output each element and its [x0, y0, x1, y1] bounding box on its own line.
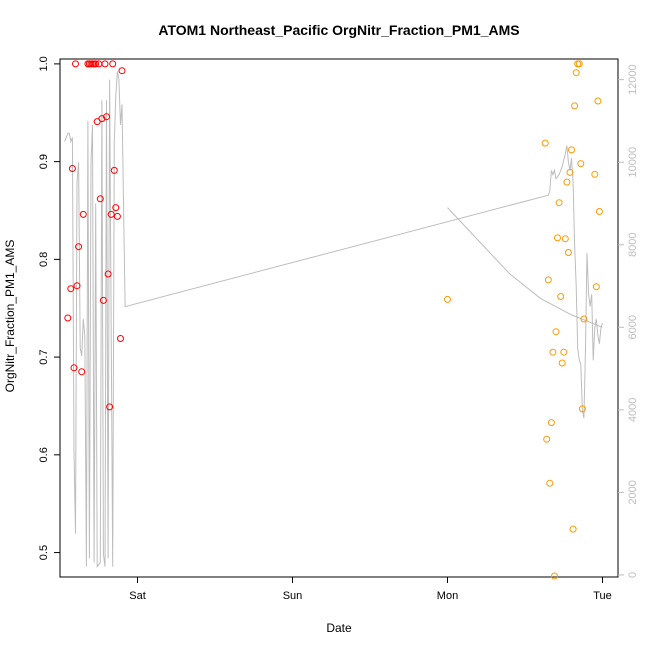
series-1-point-8 — [79, 210, 87, 218]
x-tick-label-3: Tue — [593, 590, 612, 602]
y-tick-label-5: 1.0 — [38, 56, 50, 71]
altitude-line — [64, 71, 603, 569]
series-1-point-0 — [64, 314, 72, 322]
series-1-point-14 — [92, 60, 100, 68]
series-1-point-28 — [113, 212, 121, 220]
series-2-point-13 — [560, 348, 568, 356]
x-axis-label: Date — [326, 621, 352, 635]
series-2-point-12 — [558, 359, 566, 367]
series-1-point-29 — [117, 335, 124, 342]
y-tick-label-3: 0.8 — [38, 252, 50, 267]
series-1-point-6 — [75, 243, 83, 251]
y2-tick-label-5: 10000 — [627, 147, 639, 178]
altitude-lines — [64, 71, 603, 569]
y2-tick-label-1: 2000 — [627, 480, 639, 504]
data-points — [64, 60, 603, 580]
series-1-point-4 — [72, 60, 79, 68]
plot-frame — [59, 58, 619, 578]
series-2-point-7 — [551, 572, 558, 580]
y-axis: 0.5 0.6 0.7 0.8 0.9 1.0 — [38, 56, 60, 560]
y2-tick-label-4: 8000 — [627, 232, 639, 256]
y2-tick-label-0: 0 — [627, 572, 639, 578]
y2-tick-label-2: 4000 — [627, 398, 639, 422]
series-2-point-2 — [543, 435, 551, 443]
series-1-point-24 — [107, 210, 115, 218]
series-2-point-21 — [572, 69, 580, 77]
series-2-point-15 — [563, 178, 571, 186]
series-1-point-26 — [110, 166, 118, 174]
y-tick-label-1: 0.6 — [38, 447, 50, 462]
series-2-point-25 — [578, 405, 586, 413]
series-2-point-11 — [557, 293, 565, 300]
series-2-point-6 — [549, 348, 557, 356]
y2-tick-label-6: 12000 — [627, 64, 639, 95]
series-1-point-30 — [118, 67, 126, 75]
series-2-point-4 — [546, 479, 554, 487]
series-1-point-23 — [106, 403, 114, 411]
series-1-point-20 — [101, 60, 109, 68]
series-1-point-27 — [112, 204, 120, 212]
series-2-point-24 — [577, 160, 585, 168]
series-2-point-17 — [566, 168, 574, 176]
y-tick-label-4: 0.9 — [38, 154, 50, 169]
series-2-point-14 — [561, 235, 569, 243]
series-1-point-18 — [98, 115, 106, 123]
series-1-point-22 — [104, 270, 112, 278]
series-2-point-16 — [564, 249, 572, 256]
series-2-point-27 — [591, 170, 599, 178]
series-2-point-10 — [555, 199, 563, 207]
series-2-point-0 — [444, 295, 451, 303]
series-2-point-19 — [569, 525, 577, 533]
x-tick-label-1: Sun — [283, 590, 303, 602]
series-2-point-18 — [568, 146, 575, 154]
series-2-point-26 — [580, 315, 588, 323]
series-2-point-3 — [544, 276, 552, 284]
series-1-point-1 — [67, 285, 75, 293]
series-1-point-21 — [103, 113, 110, 121]
x-axis: Sat Sun Mon Tue — [129, 577, 612, 602]
series-1-point-2 — [68, 165, 76, 172]
altitude-line-secondary — [447, 207, 603, 328]
series-2-point-30 — [595, 208, 603, 215]
series-2-point-28 — [592, 283, 600, 291]
series-2-point-9 — [554, 234, 561, 242]
chart-title: ATOM1 Northeast_Pacific OrgNitr_Fraction… — [158, 22, 519, 38]
series-1-point-19 — [99, 296, 107, 304]
series-2-point-8 — [552, 328, 560, 336]
series-2-point-5 — [547, 419, 555, 427]
series-1-point-25 — [109, 60, 117, 68]
y-tick-label-0: 0.5 — [38, 545, 50, 560]
y-tick-label-2: 0.7 — [38, 349, 50, 364]
x-tick-label-2: Mon — [437, 590, 458, 602]
series-2-point-23 — [575, 60, 583, 68]
y-axis-label: OrgNitr_Fraction_PM1_AMS — [3, 240, 17, 393]
series-1-point-5 — [73, 282, 81, 290]
series-2-point-20 — [571, 102, 579, 110]
y2-tick-label-3: 6000 — [627, 315, 639, 339]
x-tick-label-0: Sat — [129, 590, 146, 602]
series-1-point-7 — [78, 368, 86, 376]
series-1-point-17 — [96, 195, 104, 203]
series-1-point-3 — [70, 364, 78, 372]
secondary-y-axis: 0 2000 4000 6000 8000 10000 12000 — [618, 64, 639, 578]
series-2-point-1 — [541, 139, 549, 147]
series-2-point-29 — [594, 97, 602, 105]
